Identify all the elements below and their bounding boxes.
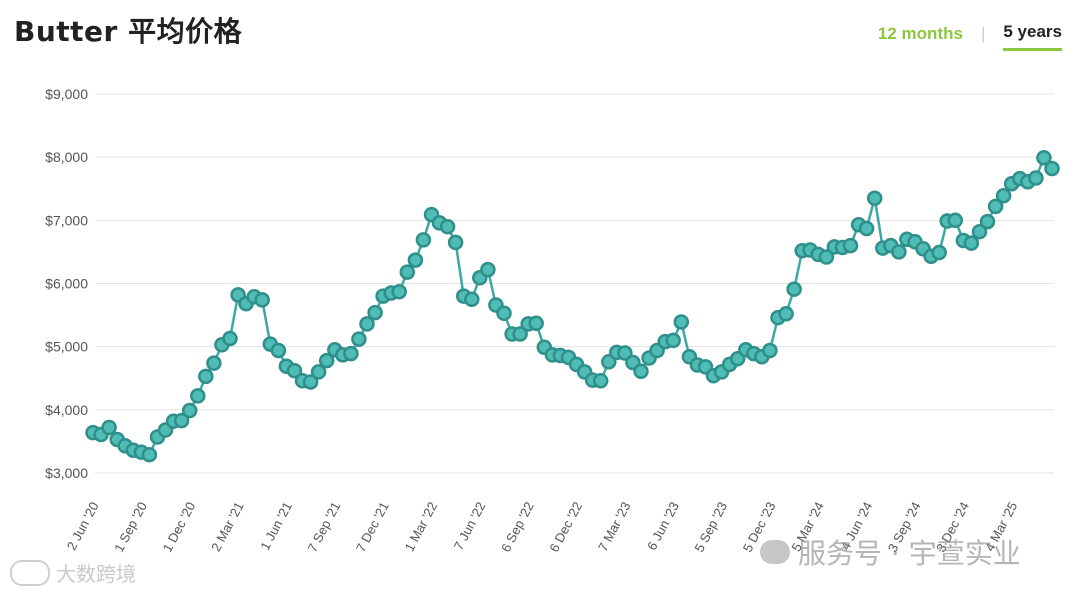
data-point [762,342,778,359]
data-point [407,252,424,268]
data-point [141,446,158,463]
x-tick-label: 6 Sep '22 [498,499,537,554]
y-tick-label: $8,000 [45,149,88,165]
data-point [617,345,633,361]
x-tick-label: 6 Dec '22 [546,499,585,554]
watermark-left: 大数跨境 [10,558,136,587]
data-point [866,190,883,206]
wechat-icon [760,540,790,564]
x-tick-label: 5 Sep '23 [691,499,730,554]
x-tick-label: 1 Dec '20 [160,499,199,554]
y-tick-label: $6,000 [45,276,88,292]
range-tabs: 12 months | 5 years [878,22,1062,51]
y-tick-label: $5,000 [45,339,88,355]
data-point [181,402,198,419]
y-tick-label: $4,000 [45,402,88,418]
x-tick-label: 1 Mar '22 [402,499,441,554]
data-point [601,354,617,370]
data-point [343,345,359,362]
data-point [665,332,681,349]
watermark-left-text: 大数跨境 [56,562,136,586]
data-point [302,374,319,390]
x-tick-label: 2 Jun '20 [64,499,102,552]
data-point [496,305,512,321]
data-point [592,373,609,389]
data-point [633,363,649,380]
data-point [891,244,907,260]
watermark-right-text: 服务号 · 宇萱实业 [798,537,1021,570]
data-point [318,352,335,369]
tab-5-years[interactable]: 5 years [1003,22,1062,51]
data-point [1036,150,1052,166]
tab-separator: | [980,23,986,43]
data-point [439,218,456,235]
x-tick-label: 7 Sep '21 [305,499,344,554]
data-point [858,220,875,237]
data-point [1044,160,1060,177]
data-point [464,291,480,308]
x-tick-label: 7 Mar '23 [595,499,634,554]
data-point [310,364,327,380]
data-point [399,264,416,280]
data-point [995,187,1012,204]
watermark-right: 服务号 · 宇萱实业 [760,532,1021,572]
data-point [818,249,835,265]
data-point [786,281,802,297]
data-point [1028,170,1044,186]
x-tick-label: 2 Mar '21 [208,499,247,554]
data-point [351,331,367,347]
x-tick-label: 6 Jun '23 [644,499,682,552]
x-tick-label: 1 Sep '20 [111,499,150,554]
data-point [190,388,206,404]
data-point [286,362,303,379]
data-point [528,315,544,332]
page-title: Butter 平均价格 [14,15,243,48]
data-point [931,244,947,261]
x-tick-label: 7 Jun '22 [451,499,489,552]
data-point [979,213,996,230]
data-point [947,212,964,229]
data-point [673,314,690,330]
x-tick-label: 7 Dec '21 [353,499,392,554]
data-point [222,330,238,347]
watermark-logo-icon [10,559,50,586]
data-point [987,198,1004,215]
data-point [842,237,859,254]
data-point [415,232,432,248]
data-point [971,223,988,240]
data-point [173,412,190,429]
tab-12-months[interactable]: 12 months [877,23,963,43]
data-point [359,316,375,332]
y-tick-label: $3,000 [45,465,88,481]
data-point [447,234,464,251]
data-point [778,306,794,322]
data-point [391,283,407,300]
data-point [270,342,287,359]
data-point [101,419,117,436]
data-point [367,304,383,321]
data-point [512,326,528,342]
data-point [206,355,222,371]
data-point [963,235,980,251]
y-tick-label: $7,000 [45,212,88,228]
x-tick-label: 1 Jun '21 [257,499,295,552]
data-point [480,261,496,278]
y-tick-label: $9,000 [45,86,88,102]
data-point [198,368,214,385]
data-point [254,292,270,308]
